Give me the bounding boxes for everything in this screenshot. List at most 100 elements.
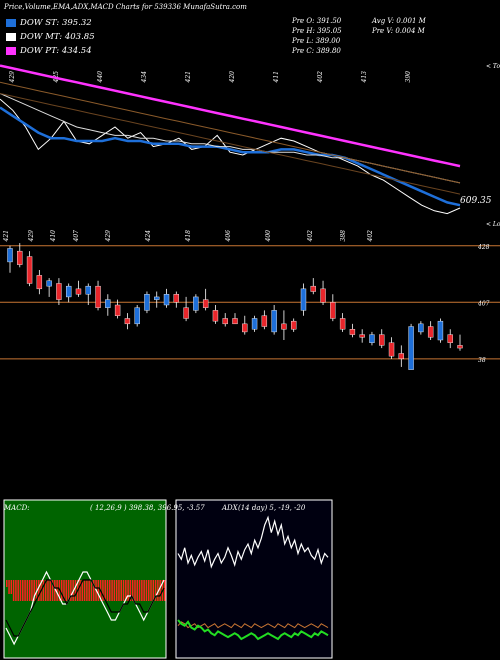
candle-body	[124, 318, 131, 325]
ema-bottom-tick-label: 406	[225, 230, 232, 243]
ema-right-bottom-label: < Lowes	[486, 221, 500, 228]
macd-histogram-bar	[106, 580, 109, 601]
macd-histogram-bar	[8, 580, 10, 594]
candle-body	[310, 285, 316, 292]
candle-body	[183, 307, 189, 319]
candle-body	[154, 296, 160, 300]
candle-body	[7, 248, 13, 263]
macd-histogram-bar	[56, 580, 58, 601]
adx-label: ADX	[222, 504, 238, 512]
adx-panel-bg	[175, 499, 333, 659]
macd-histogram-bar	[88, 580, 90, 601]
ema-series-ema_pt	[0, 64, 461, 168]
ema-top-tick-label: 411	[273, 71, 280, 83]
ema-bottom-tick-label: 421	[3, 230, 10, 242]
macd-histogram-bar	[86, 580, 88, 601]
ema-bottom-tick-label: 402	[367, 230, 374, 243]
macd-histogram-bar	[152, 580, 155, 601]
candle-body	[26, 256, 33, 284]
macd-histogram-bar	[141, 580, 143, 601]
candle-body	[437, 320, 444, 341]
ema-right-top-label: < Topo	[486, 63, 500, 70]
macd-line	[5, 570, 165, 646]
macd-histogram-bar	[51, 580, 54, 601]
candle-body	[75, 288, 82, 295]
ema-top-tick-label: 420	[229, 71, 236, 84]
ema-top-tick-label: 434	[141, 71, 148, 84]
macd-histogram-bar	[129, 580, 132, 601]
candle-body	[290, 320, 297, 330]
ema-series-long	[0, 81, 461, 184]
candle-body	[173, 294, 180, 303]
macd-histogram-bar	[49, 580, 52, 601]
ema-top-tick-label: 429	[9, 71, 16, 84]
price-level-label: 428	[477, 244, 490, 251]
macd-histogram-bar	[125, 580, 127, 601]
ema-bottom-tick-label: 429	[28, 230, 35, 243]
macd-histogram-bar	[150, 580, 152, 601]
stat-pre-high: Pre H: 395.05	[292, 27, 342, 35]
macd-histogram-bar	[147, 580, 150, 601]
macd-histogram-bar	[19, 580, 22, 601]
macd-histogram-bar	[122, 580, 125, 601]
macd-histogram-bar	[70, 580, 72, 601]
candle-body	[418, 323, 424, 333]
legend-label-st: DOW ST: 395.32	[20, 18, 92, 28]
legend-dow-st: DOW ST: 395.32	[6, 18, 92, 28]
macd-histogram-bar	[143, 580, 145, 601]
macd-histogram-bar	[67, 580, 70, 601]
macd-histogram-bar	[63, 580, 65, 601]
candle-body	[359, 334, 365, 338]
macd-histogram-bar	[10, 580, 13, 594]
macd-panel-bg	[3, 499, 167, 659]
candle-body	[212, 310, 219, 322]
candle-body	[163, 294, 170, 306]
ema-bottom-tick-label: 402	[307, 230, 314, 243]
candle-body	[408, 326, 414, 370]
legend-swatch-mt	[6, 33, 16, 41]
macd-label: MACD:	[4, 504, 30, 512]
candle-body	[369, 334, 375, 343]
stat-avg-volume: Avg V: 0.001 M	[372, 17, 426, 25]
candle-body	[95, 285, 101, 308]
macd-histogram-bar	[131, 580, 134, 601]
adx-di-plus-line	[177, 619, 329, 641]
macd-histogram-bar	[15, 580, 17, 601]
macd-histogram-bar	[127, 580, 129, 601]
macd-histogram-bar	[65, 580, 68, 601]
candle-body	[261, 315, 268, 327]
macd-histogram-bar	[54, 580, 56, 601]
legend-dow-pt: DOW PT: 434.54	[6, 46, 92, 56]
ema-right-price-label: 609.35	[460, 196, 492, 206]
candle-body	[251, 318, 258, 330]
chart-title: Price,Volume,EMA,ADX,MACD Charts for 539…	[4, 3, 247, 11]
macd-histogram-bar	[113, 580, 116, 601]
macd-histogram-bar	[109, 580, 111, 601]
candle-body	[232, 318, 238, 325]
candle-body	[65, 285, 72, 298]
candle-body	[202, 299, 209, 308]
price-level-label: 407	[477, 300, 490, 307]
macd-histogram-bar	[93, 580, 95, 601]
candle-body	[339, 318, 346, 330]
macd-histogram-bar	[120, 580, 122, 601]
legend-swatch-pt	[6, 47, 16, 55]
candle-body	[114, 304, 121, 316]
stat-pre-close: Pre C: 389.80	[292, 47, 341, 55]
ema-top-tick-label: 390	[405, 71, 412, 83]
macd-histogram-bar	[28, 580, 31, 601]
macd-histogram-bar	[157, 580, 159, 601]
ema-top-tick-label: 440	[97, 71, 104, 84]
candle-body	[379, 334, 385, 346]
macd-histogram-bar	[22, 580, 24, 601]
macd-histogram-bar	[60, 580, 63, 601]
candle-body	[320, 288, 326, 303]
macd-histogram-bar	[79, 580, 81, 601]
ema-top-tick-label: 402	[317, 71, 324, 84]
macd-histogram-bar	[17, 580, 19, 601]
macd-histogram-bar	[12, 580, 15, 601]
candle-body	[222, 318, 228, 325]
macd-histogram-bar	[33, 580, 35, 601]
macd-histogram-bar	[83, 580, 86, 601]
macd-histogram-bar	[90, 580, 93, 601]
